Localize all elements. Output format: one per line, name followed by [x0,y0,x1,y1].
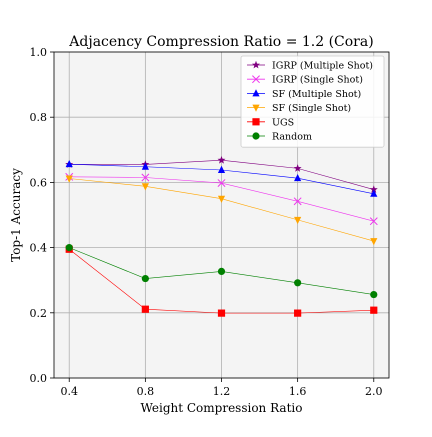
legend: IGRP (Multiple Shot) IGRP (Single Shot) SF… [240,55,385,148]
data-point-sf-multiple-shot [370,189,378,197]
data-point-random [294,279,302,287]
data-point-igrp-multiple-shot [369,185,378,193]
legend-label-igrp-single-shot: IGRP (Single Shot) [272,75,363,86]
data-point-sf-single-shot [370,238,378,246]
y-tick-label: 0.4 [30,242,48,255]
x-axis-label: Weight Compression Ratio [141,401,303,415]
data-point-sf-single-shot [65,175,73,183]
x-marker-stroke [217,179,226,188]
y-tick-label: 0.8 [30,111,48,124]
data-point-sf-multiple-shot [294,173,302,182]
data-point-igrp-single-shot [369,217,378,226]
data-point-igrp-single-shot [293,197,302,206]
data-point-ugs [217,309,226,317]
legend-marker-sf-single-shot [252,104,260,112]
y-tick-label: 0.0 [30,372,48,385]
legend-label-sf-single-shot: SF (Single Shot) [272,103,351,114]
legend-marker-ugs [252,118,260,126]
tick-layer: 0.4 0.8 1.2 1.6 2.0 0.0 0.2 0.4 0.6 0.8 1.0 [30,46,383,398]
series-random [65,244,378,299]
data-point-igrp-single-shot [141,173,150,182]
chart-title: Adjacency Compression Ratio = 1.2 (Cora) [68,34,373,50]
legend-label-igrp-multiple-shot: IGRP (Multiple Shot) [272,61,373,72]
legend-box [240,55,385,148]
y-tick-label: 1.0 [30,46,48,59]
x-marker-stroke [293,197,302,206]
series-layer [65,156,378,317]
y-tick-label: 0.2 [30,307,48,320]
x-tick-label: 0.8 [137,385,155,398]
legend-label-random: Random [272,132,312,143]
legend-marker-random [252,132,260,140]
data-point-sf-multiple-shot [141,162,149,170]
x-marker-stroke [369,217,378,226]
data-point-sf-single-shot [217,195,226,203]
data-point-sf-multiple-shot [65,159,73,168]
x-marker-stroke [252,75,260,84]
data-point-random [141,274,149,283]
series-sf-single-shot [65,175,378,246]
data-point-sf-multiple-shot [217,165,226,174]
data-point-ugs [294,309,302,317]
data-point-random [370,290,378,299]
data-point-ugs [370,306,378,314]
data-point-ugs [141,305,149,313]
x-tick-label: 2.0 [365,385,383,398]
data-point-sf-single-shot [294,216,302,225]
series-sf-multiple-shot [65,159,378,197]
x-marker-stroke [141,173,150,182]
legend-marker-igrp-multiple-shot [252,60,260,69]
data-point-random [65,244,73,252]
data-point-igrp-single-shot [217,179,226,188]
data-point-igrp-multiple-shot [217,156,226,164]
data-point-igrp-multiple-shot [293,164,302,172]
data-point-sf-single-shot [141,183,149,191]
x-tick-label: 1.6 [289,385,307,398]
legend-label-ugs: UGS [272,117,294,128]
x-tick-label: 0.4 [60,385,78,398]
legend-marker-sf-multiple-shot [252,89,260,97]
y-tick-label: 0.6 [30,176,48,189]
x-tick-label: 1.2 [213,385,231,398]
data-point-random [217,267,226,275]
y-axis-label: Top-1 Accuracy [9,168,23,262]
legend-marker-igrp-single-shot [252,75,260,84]
legend-label-sf-multiple-shot: SF (Multiple Shot) [272,89,361,100]
